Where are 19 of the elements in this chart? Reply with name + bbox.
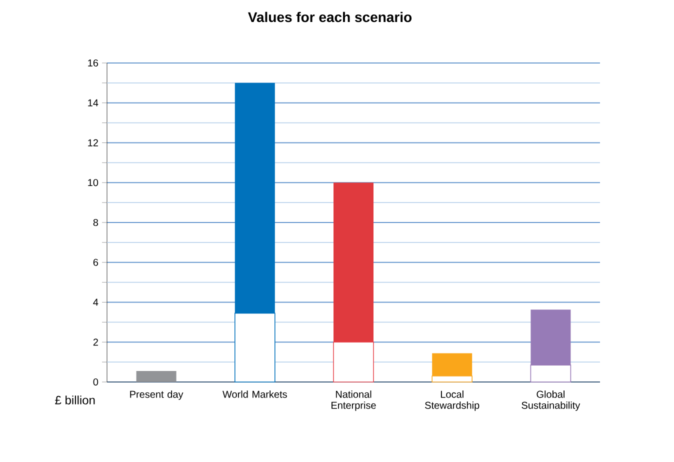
- bar: [334, 182, 374, 342]
- x-tick-label: Local Stewardship: [425, 390, 480, 411]
- y-axis-title: £ billion: [55, 396, 95, 404]
- x-tick-label: Present day: [130, 390, 184, 400]
- y-tick-label: 2: [93, 338, 98, 346]
- y-tick-label: 0: [93, 378, 98, 386]
- chart-title: Values for each scenario: [248, 12, 412, 22]
- y-tick-label: 12: [88, 139, 98, 146]
- x-tick-label: World Markets: [222, 390, 287, 398]
- x-tick-label: National Enterprise: [332, 390, 376, 411]
- x-tick-label: Global Sustainability: [522, 390, 580, 411]
- y-tick-label: 6: [93, 258, 98, 266]
- y-tick-label: 4: [93, 298, 98, 306]
- y-tick-label: 16: [88, 59, 98, 67]
- bar: [136, 371, 176, 382]
- y-tick-label: 10: [88, 179, 98, 186]
- bar: [333, 342, 374, 382]
- y-tick-label: 8: [93, 218, 98, 226]
- y-tick-label: 14: [88, 99, 98, 106]
